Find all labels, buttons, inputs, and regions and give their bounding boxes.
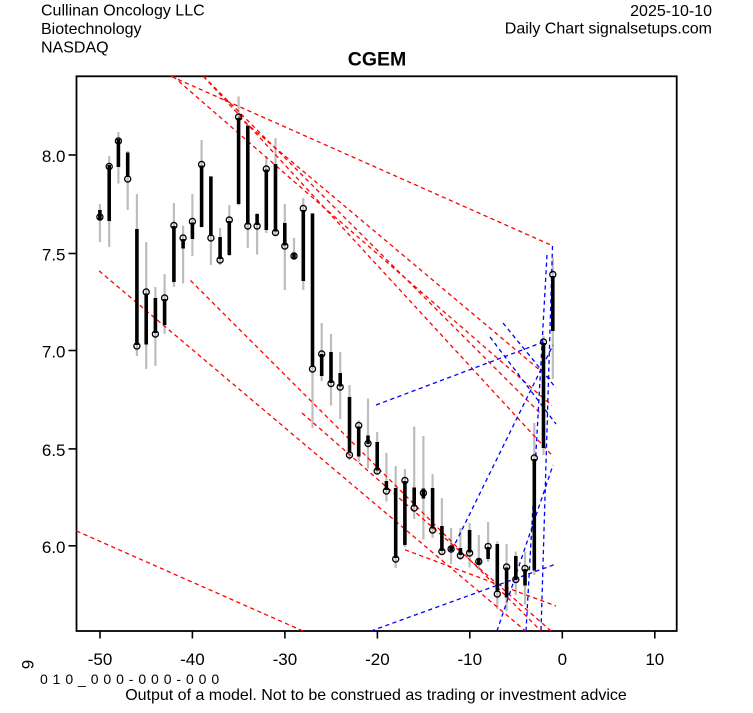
svg-text:7.5: 7.5 [42, 246, 66, 265]
svg-text:-10: -10 [458, 650, 483, 669]
svg-text:Daily Chart signalsetups.com: Daily Chart signalsetups.com [505, 21, 712, 38]
svg-text:0: 0 [558, 650, 567, 669]
svg-text:6.0: 6.0 [42, 538, 66, 557]
svg-text:6.5: 6.5 [42, 441, 66, 460]
svg-text:CGEM: CGEM [348, 49, 407, 71]
svg-text:7.0: 7.0 [42, 343, 66, 362]
svg-text:Output of a model. Not to be c: Output of a model. Not to be construed a… [125, 687, 627, 704]
svg-text:2025-10-10: 2025-10-10 [630, 3, 712, 20]
svg-text:Biotechnology: Biotechnology [41, 21, 142, 38]
svg-text:9: 9 [19, 660, 38, 669]
svg-text:-20: -20 [365, 650, 390, 669]
svg-text:-40: -40 [180, 650, 205, 669]
svg-text:-50: -50 [88, 650, 113, 669]
svg-text:NASDAQ: NASDAQ [41, 40, 109, 57]
svg-text:-30: -30 [273, 650, 298, 669]
svg-text:Cullinan Oncology LLC: Cullinan Oncology LLC [41, 3, 205, 20]
svg-text:010_000-000-000: 010_000-000-000 [40, 671, 224, 687]
svg-text:8.0: 8.0 [42, 147, 66, 166]
svg-text:10: 10 [645, 650, 664, 669]
